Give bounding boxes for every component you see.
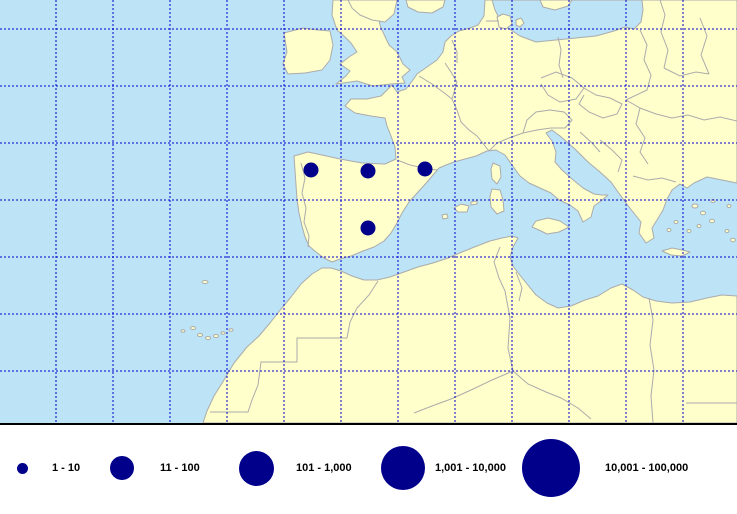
proportional-symbol-icon [110, 456, 134, 480]
island-madeira [201, 280, 209, 284]
proportional-symbol-icon [381, 446, 425, 490]
island-funen [515, 17, 525, 28]
island-corsica [490, 162, 502, 185]
landmass-sweden-west [405, 0, 446, 14]
symbol-southern-spain[interactable] [360, 220, 376, 236]
landmass-sweden-south [539, 0, 573, 11]
island-mallorca [453, 203, 470, 213]
proportional-symbol-icon [16, 462, 28, 474]
symbol-northeast-spain[interactable] [417, 161, 433, 177]
island-menorca [470, 200, 478, 206]
proportional-symbol-icon [522, 439, 580, 497]
legend-item-label: 1,001 - 10,000 [435, 462, 506, 474]
landmass-norway [347, 0, 398, 23]
aegean-islands [666, 199, 736, 243]
symbol-northwest-spain[interactable] [303, 162, 319, 178]
island-sicily [531, 217, 570, 235]
graticule-grid [0, 0, 737, 423]
proportional-symbol-icon [238, 450, 274, 486]
legend-item-label: 11 - 100 [160, 462, 200, 474]
island-ibiza [441, 213, 449, 220]
data-points-layer [303, 161, 433, 236]
legend-item-label: 1 - 10 [52, 462, 81, 474]
country-borders [210, 0, 737, 423]
legend-item-label: 101 - 1,000 [296, 462, 352, 474]
map-canvas[interactable] [0, 0, 737, 423]
canary-islands [180, 326, 234, 340]
island-sardinia [489, 188, 505, 215]
legend-bar: 1 - 10 11 - 100 101 - 1,000 1,001 - 10,000 1… [0, 423, 737, 514]
legend-item-label: 10,001 - 100,000 [605, 462, 689, 474]
symbol-north-central-spain[interactable] [360, 163, 376, 179]
landmass-north-africa [202, 235, 737, 423]
island-great-britain [331, 0, 411, 87]
